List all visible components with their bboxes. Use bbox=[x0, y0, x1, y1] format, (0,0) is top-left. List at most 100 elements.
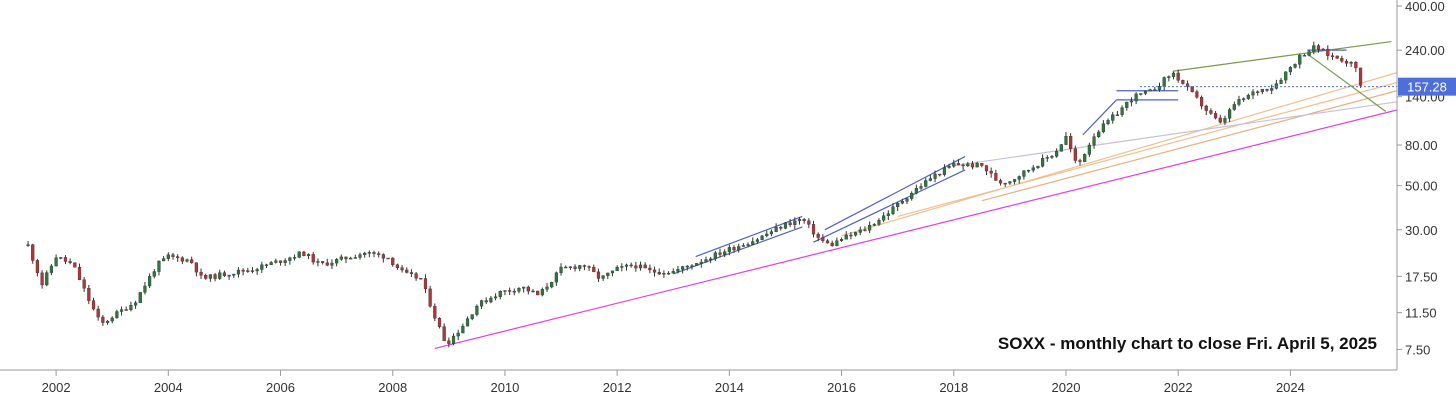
candle bbox=[709, 256, 713, 264]
candle-body bbox=[1316, 45, 1321, 50]
candle bbox=[769, 229, 774, 237]
candle bbox=[1106, 118, 1110, 126]
candle-body bbox=[559, 266, 563, 273]
candle bbox=[1228, 107, 1232, 123]
candle-body bbox=[1167, 76, 1171, 78]
candle-body bbox=[924, 180, 928, 187]
candle bbox=[877, 218, 881, 226]
candle-body bbox=[269, 262, 273, 265]
candle-body bbox=[138, 292, 142, 303]
candle bbox=[269, 261, 273, 266]
candle bbox=[1270, 84, 1274, 95]
candle-body bbox=[1055, 151, 1059, 157]
candle bbox=[292, 254, 297, 261]
candle-body bbox=[1026, 169, 1031, 172]
last-price-marker: 157.28 bbox=[1398, 77, 1456, 96]
candle bbox=[1242, 97, 1246, 103]
candle bbox=[550, 281, 554, 289]
candle bbox=[807, 218, 811, 229]
candle-body bbox=[596, 271, 601, 279]
candle bbox=[405, 267, 409, 274]
candle-body bbox=[1358, 67, 1363, 86]
candle bbox=[283, 258, 287, 266]
candle-body bbox=[568, 266, 572, 268]
candle bbox=[465, 316, 470, 327]
candle bbox=[442, 323, 446, 342]
candle bbox=[437, 317, 442, 329]
candle-body bbox=[400, 267, 404, 271]
candle bbox=[419, 278, 423, 280]
candle-body bbox=[241, 269, 245, 272]
candle-body bbox=[690, 265, 694, 267]
candle bbox=[891, 203, 895, 216]
candle-body bbox=[1008, 181, 1012, 184]
candle-body bbox=[1265, 88, 1269, 91]
trendline bbox=[953, 101, 1398, 167]
candle-body bbox=[1022, 170, 1026, 177]
candle bbox=[433, 303, 437, 322]
candle-body bbox=[1274, 83, 1278, 89]
candle bbox=[133, 300, 138, 309]
candle bbox=[699, 259, 703, 268]
candle bbox=[1148, 88, 1152, 92]
candle-body bbox=[451, 335, 456, 344]
candle-body bbox=[325, 262, 329, 266]
candle bbox=[1265, 88, 1269, 93]
candle bbox=[255, 267, 259, 275]
candle-body bbox=[966, 163, 970, 166]
x-tick-label: 2020 bbox=[1052, 380, 1081, 395]
candle bbox=[685, 265, 689, 271]
candle-body bbox=[40, 272, 44, 286]
candle bbox=[779, 225, 783, 231]
candles-layer bbox=[26, 41, 1363, 348]
candle bbox=[349, 256, 353, 260]
candle-body bbox=[1017, 176, 1021, 180]
candle bbox=[138, 292, 142, 304]
candle bbox=[933, 170, 937, 183]
candle bbox=[1041, 154, 1045, 168]
candle-body bbox=[774, 226, 778, 232]
candle-body bbox=[1284, 71, 1288, 81]
candle-body bbox=[797, 219, 802, 222]
candle-body bbox=[381, 254, 385, 259]
candle bbox=[335, 258, 339, 267]
candle bbox=[587, 265, 591, 271]
candle bbox=[657, 268, 661, 275]
candle bbox=[690, 264, 694, 270]
candle-body bbox=[1232, 104, 1236, 110]
candle-body bbox=[914, 188, 918, 194]
candle-body bbox=[1223, 118, 1227, 123]
candle bbox=[129, 301, 133, 312]
candle-body bbox=[236, 269, 241, 275]
candle-body bbox=[1288, 67, 1293, 73]
candle bbox=[1139, 93, 1143, 96]
candle-body bbox=[1045, 157, 1049, 159]
candle bbox=[1129, 97, 1134, 107]
candle-body bbox=[59, 257, 63, 259]
x-tick-label: 2006 bbox=[266, 380, 295, 395]
candle-body bbox=[1148, 89, 1152, 92]
candle-body bbox=[73, 262, 77, 268]
candle bbox=[629, 262, 633, 268]
candle bbox=[928, 175, 933, 182]
candle-body bbox=[1330, 55, 1335, 57]
trendline bbox=[1082, 99, 1117, 136]
candle-body bbox=[1162, 77, 1166, 87]
candle bbox=[49, 264, 54, 276]
candle bbox=[1307, 49, 1311, 57]
candle-body bbox=[288, 257, 292, 261]
candle-body bbox=[695, 263, 699, 266]
candle bbox=[1026, 169, 1031, 173]
candle-body bbox=[905, 198, 909, 202]
candle-body bbox=[811, 224, 816, 235]
y-tick-label: 240.00 bbox=[1405, 43, 1445, 58]
candle-body bbox=[115, 311, 119, 319]
candle-body bbox=[1199, 97, 1204, 107]
candle-body bbox=[171, 254, 175, 257]
candle bbox=[526, 285, 530, 295]
candle bbox=[858, 226, 862, 236]
candle-body bbox=[1031, 167, 1035, 171]
candle-body bbox=[1059, 144, 1063, 152]
candle bbox=[232, 273, 236, 278]
candle-body bbox=[606, 272, 610, 276]
